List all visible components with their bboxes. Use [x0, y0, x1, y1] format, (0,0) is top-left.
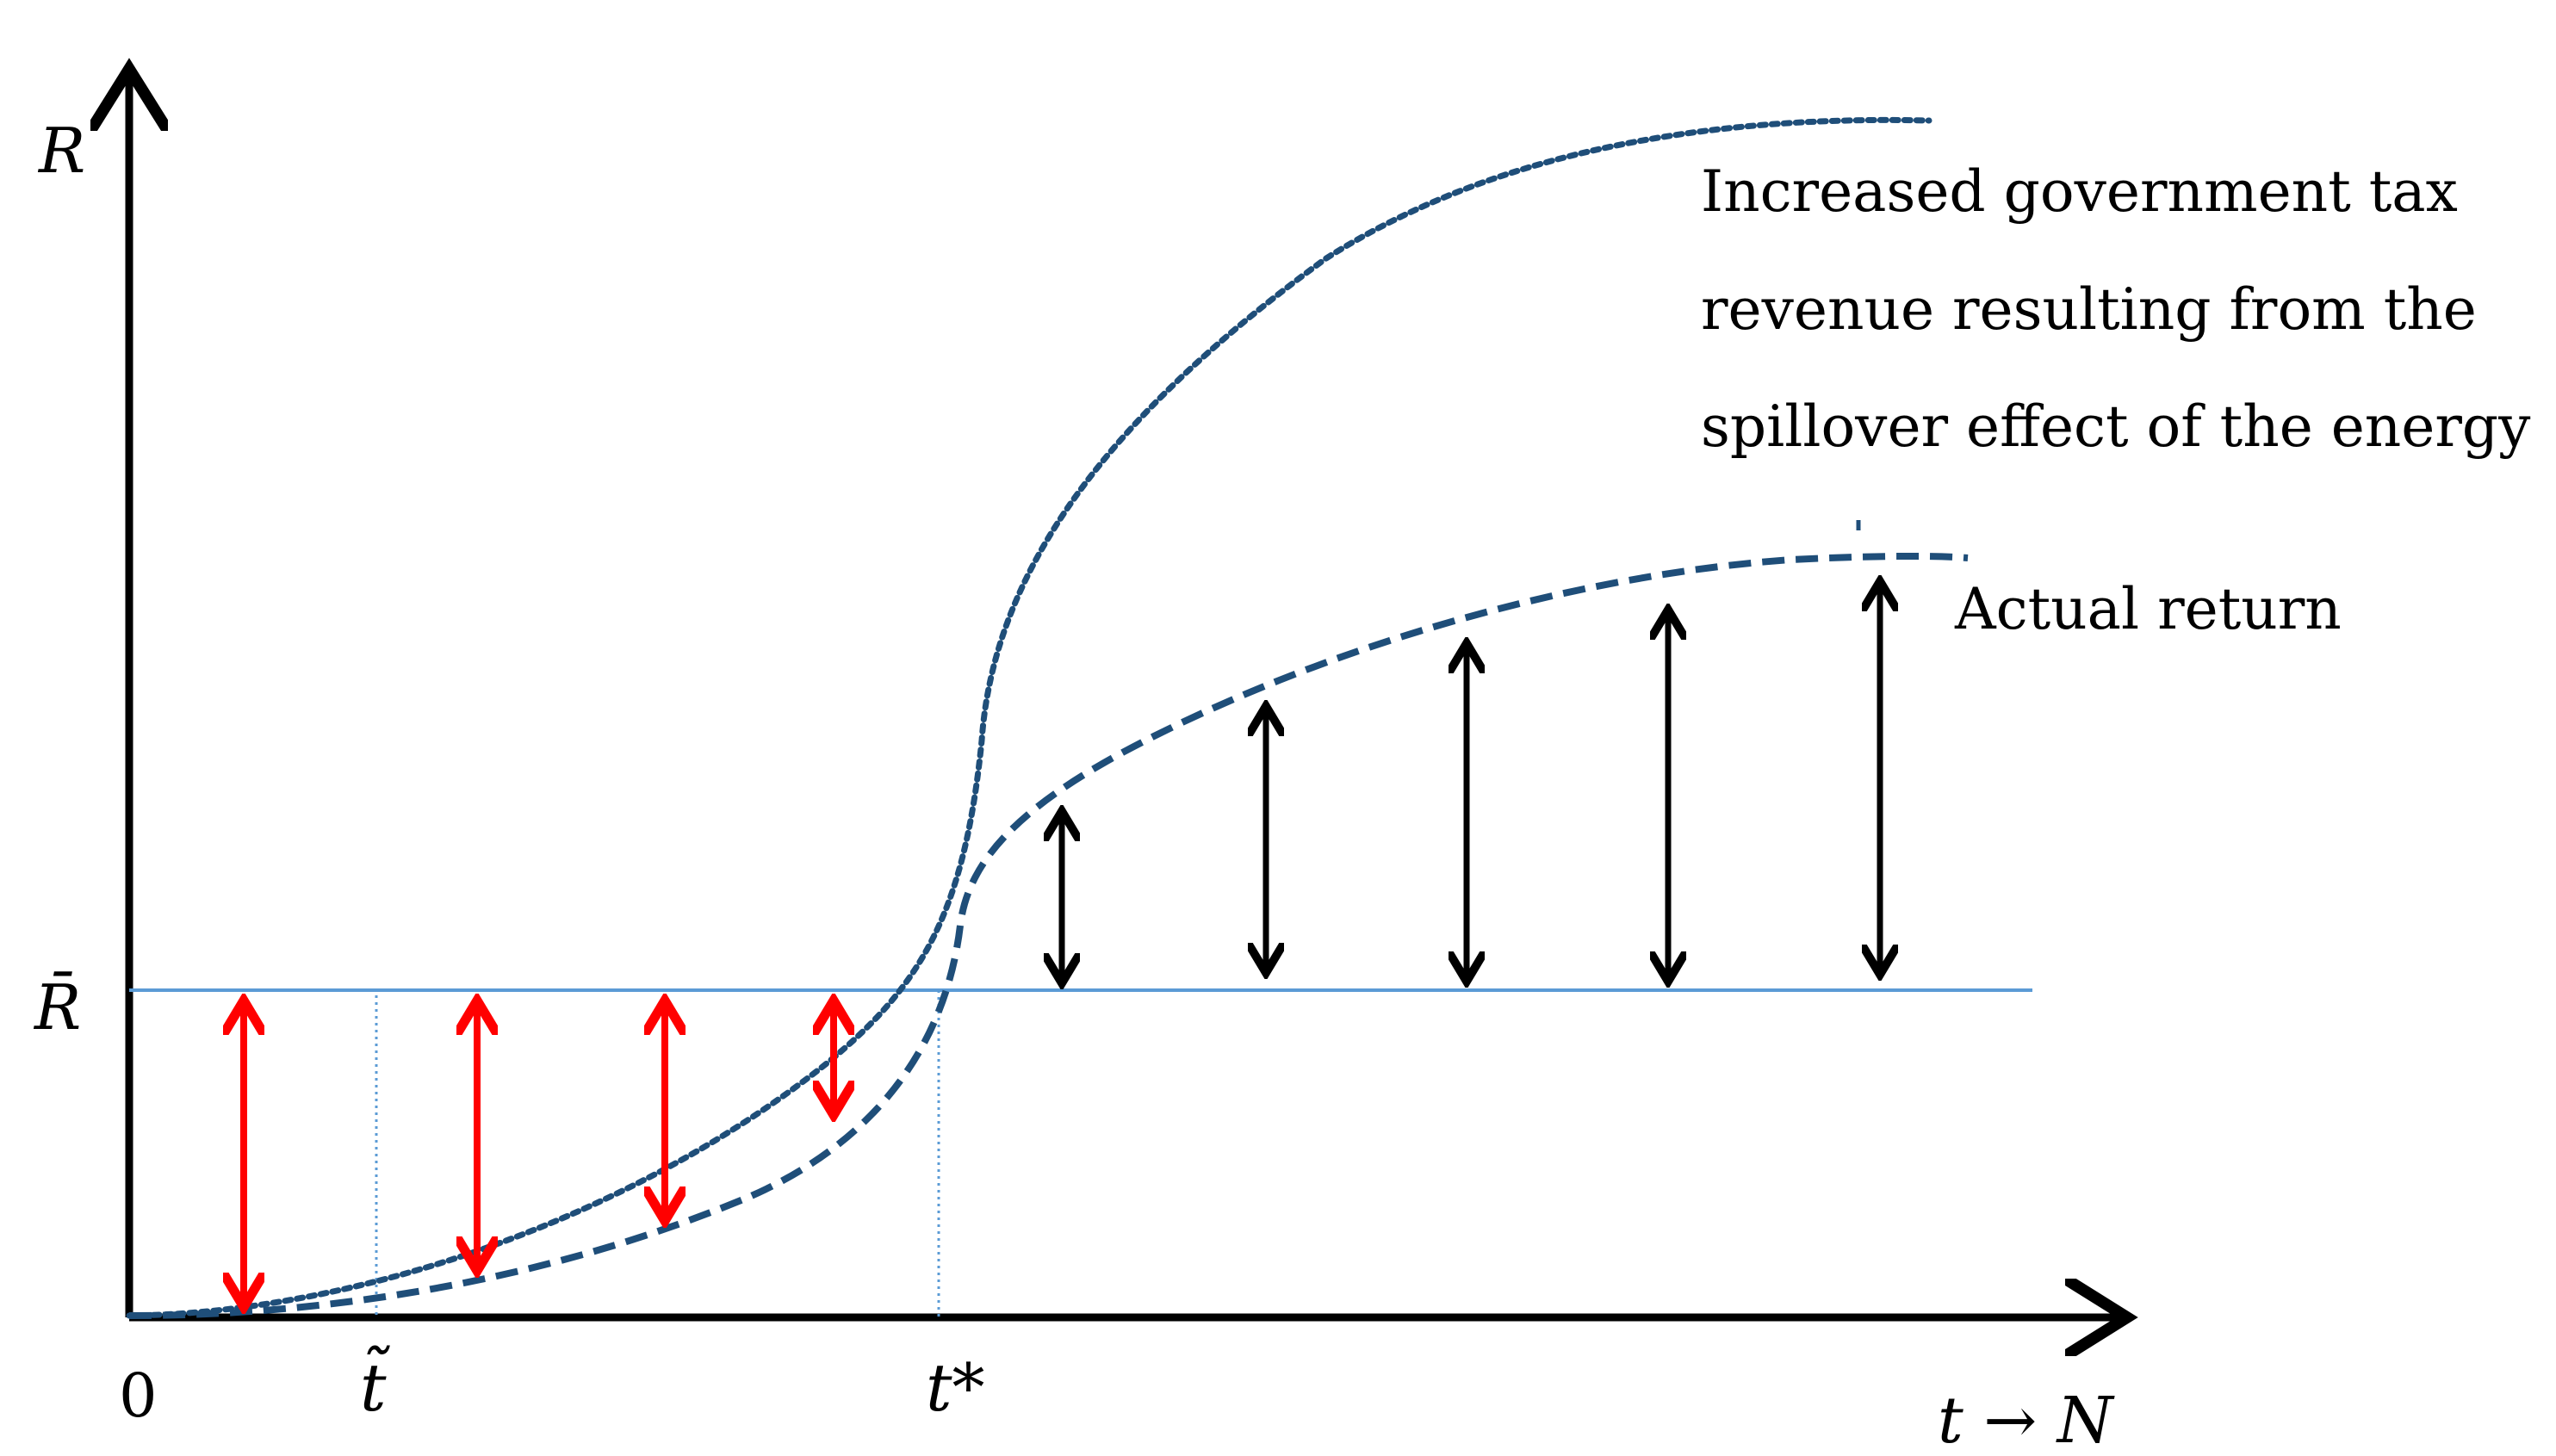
spillover-annotation-line-2: revenue resulting from the	[1701, 276, 2477, 343]
actual-return-annotation: Actual return	[1954, 576, 2342, 642]
actual-return-curve	[129, 556, 1968, 1316]
spillover-annotation-line-1: Increased government tax	[1701, 158, 2458, 225]
y-axis-label: R	[37, 115, 85, 187]
x-axis-label: t → N	[1938, 1384, 2115, 1456]
spillover-annotation-line-3: spillover effect of the energy	[1701, 393, 2531, 460]
t-star-label: t*	[926, 1349, 985, 1426]
origin-label: 0	[119, 1360, 158, 1431]
t-tilde-label: t̃	[360, 1345, 390, 1426]
r-bar-label: R̄	[33, 970, 81, 1044]
spillover-revenue-curve	[129, 120, 1929, 1316]
